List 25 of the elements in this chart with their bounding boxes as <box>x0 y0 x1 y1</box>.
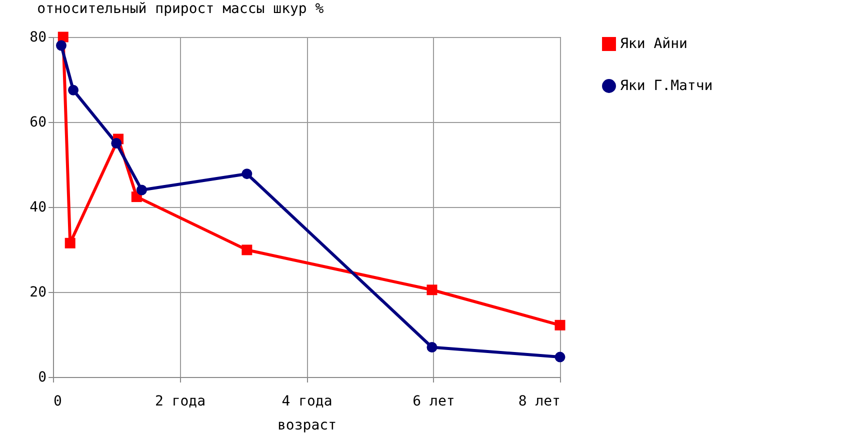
x-tick-label: 6 лет <box>412 394 455 410</box>
legend-label: Яки Айни <box>620 36 688 52</box>
y-tick-label: 20 <box>30 284 46 300</box>
point <box>242 244 252 256</box>
point <box>56 40 66 51</box>
point <box>111 138 122 148</box>
x-tick-label: 4 года <box>282 394 332 410</box>
x-tick-label: 0 <box>54 394 62 410</box>
y-tick-label: 60 <box>30 114 46 130</box>
x-tick-label: 8 лет <box>518 394 560 410</box>
point <box>554 320 566 330</box>
point <box>426 284 438 296</box>
y-tick-label: 40 <box>30 200 46 216</box>
legend-label: Яки Г.Матчи <box>620 78 713 94</box>
y-tick-label: 80 <box>30 30 46 46</box>
point <box>242 168 252 180</box>
point <box>136 184 147 196</box>
x-tick-label: 2 года <box>154 394 206 410</box>
y-tick-label: 0 <box>38 370 46 386</box>
x-axis-title: возраст <box>277 418 337 434</box>
point <box>554 352 566 362</box>
point <box>68 84 79 96</box>
point <box>426 342 438 352</box>
chart-title: относительный прирост массы шкур % <box>37 1 324 17</box>
point <box>64 238 76 248</box>
